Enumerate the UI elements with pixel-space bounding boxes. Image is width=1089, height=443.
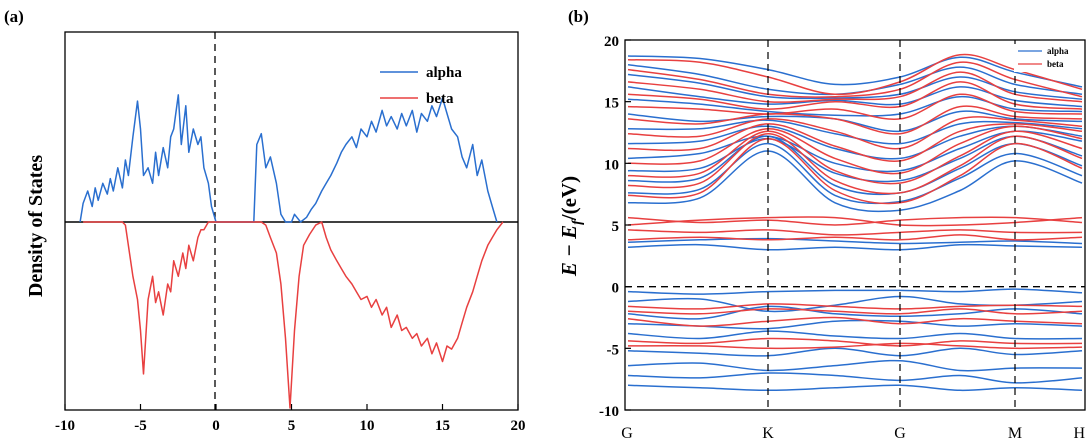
band-alpha-line — [627, 347, 1083, 357]
band-beta-line — [627, 337, 1083, 347]
band-beta-line — [627, 342, 1083, 350]
kpoint-label: G — [894, 425, 906, 442]
band-beta-line — [627, 303, 1083, 310]
legend-beta-label: beta — [426, 91, 454, 107]
band-structure-plot: 20 15 10 5 0 -5 -10 G K G M H alpha beta — [599, 34, 1086, 442]
band-beta-line — [627, 316, 1083, 327]
band-curves — [627, 53, 1083, 392]
band-beta-line — [627, 105, 1083, 135]
band-y-tick-label: -5 — [607, 342, 620, 358]
kpoint-label: G — [621, 425, 633, 442]
band-alpha-line — [627, 384, 1083, 392]
band-alpha-line — [627, 359, 1083, 372]
band-alpha-line — [627, 305, 1083, 320]
band-y-tick-label: 20 — [604, 34, 619, 50]
legend-alpha-label: alpha — [426, 65, 462, 81]
band-y-tick-label: 0 — [612, 281, 620, 297]
panel-label-a: (a) — [4, 7, 24, 26]
dos-beta-line — [83, 221, 504, 409]
band-alpha-line — [627, 243, 1083, 251]
band-beta-line — [627, 132, 1083, 195]
band-alpha-line — [627, 73, 1083, 100]
svg-text:E − Ef/(eV): E − Ef/(eV) — [557, 176, 585, 277]
dos-x-tick-label: 10 — [360, 418, 375, 434]
band-beta-line — [627, 216, 1083, 226]
band-beta-line — [627, 229, 1083, 236]
band-alpha-line — [627, 150, 1083, 213]
band-alpha-line — [627, 142, 1083, 205]
band-y-tick-label: 5 — [612, 219, 620, 235]
band-beta-line — [627, 130, 1083, 185]
band-y-tick-label: 10 — [604, 157, 619, 173]
band-alpha-line — [627, 288, 1083, 295]
band-beta-line — [627, 123, 1083, 162]
band-beta-line — [627, 234, 1083, 241]
panel-label-b: (b) — [568, 7, 589, 26]
dos-x-tick-label: 20 — [511, 418, 526, 434]
band-beta-line — [627, 308, 1083, 315]
band-alpha-line — [627, 372, 1083, 384]
band-beta-line — [627, 61, 1083, 98]
dos-plot: -10 -5 0 5 10 15 20 alpha beta — [55, 31, 526, 434]
band-beta-line — [627, 125, 1083, 175]
dos-x-tick-label: 0 — [212, 418, 220, 434]
band-y-tick-label: -10 — [599, 404, 619, 420]
band-alpha-line — [627, 95, 1083, 117]
band-beta-line — [627, 81, 1083, 110]
band-alpha-line — [627, 86, 1083, 108]
band-beta-line — [627, 53, 1083, 96]
dos-x-ticks: -10 -5 0 5 10 15 20 — [55, 404, 526, 434]
band-y-label-main: E − E — [557, 225, 581, 277]
band-beta-line — [627, 71, 1083, 103]
dos-x-tick-label: 15 — [435, 418, 450, 434]
band-legend: alpha beta — [1014, 44, 1082, 72]
dos-x-tick-label: 5 — [288, 418, 296, 434]
band-alpha-line — [627, 330, 1083, 340]
band-alpha-line — [627, 237, 1083, 245]
band-alpha-line — [627, 110, 1083, 133]
band-y-ticks: 20 15 10 5 0 -5 -10 — [599, 34, 631, 420]
band-beta-line — [627, 116, 1083, 150]
dos-curves — [79, 94, 504, 409]
dos-alpha-line — [79, 94, 498, 223]
band-beta-line — [627, 137, 1083, 205]
kpoint-dividers — [767, 40, 1016, 410]
kpoint-label: H — [1073, 425, 1085, 442]
band-y-tick-label: 15 — [604, 96, 619, 112]
dos-y-axis-label: Density of States — [25, 155, 47, 297]
dos-x-tick-label: -5 — [134, 418, 147, 434]
band-alpha-line — [627, 55, 1083, 88]
band-legend-beta-label: beta — [1047, 59, 1064, 69]
band-legend-alpha-label: alpha — [1047, 46, 1069, 56]
band-beta-line — [627, 93, 1083, 120]
band-y-label-tail: /(eV) — [557, 176, 581, 221]
band-y-axis-label: E − Ef/(eV) — [557, 176, 585, 277]
kpoint-label: M — [1008, 425, 1022, 442]
band-y-label-sub: f — [570, 219, 585, 225]
band-alpha-line — [627, 119, 1083, 145]
kpoint-label: K — [762, 425, 774, 442]
dos-legend: alpha beta — [380, 65, 462, 107]
band-beta-line — [627, 216, 1083, 227]
dos-x-tick-label: -10 — [55, 418, 75, 434]
band-legend-box — [1014, 44, 1082, 72]
